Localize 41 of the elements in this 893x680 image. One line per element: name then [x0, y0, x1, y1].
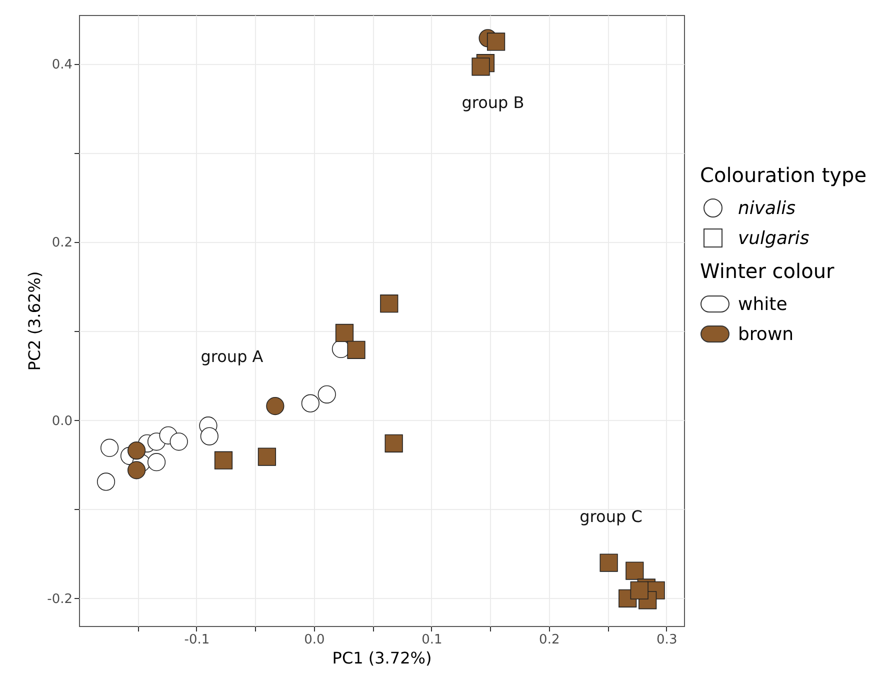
annotation: group C [580, 507, 642, 526]
point [100, 438, 119, 457]
x-tick-label: -0.1 [184, 632, 210, 648]
x-axis-title: PC1 (3.72%) [332, 648, 432, 668]
point [128, 441, 146, 460]
text: Winter colour [700, 259, 834, 283]
annotation: group A [200, 347, 264, 366]
y-tick-label: 0.2 [52, 236, 72, 251]
text: white [738, 294, 788, 314]
y-tick-label: -0.2 [47, 592, 72, 607]
point [147, 453, 166, 472]
y-tick-label: 0.4 [52, 57, 72, 72]
text: vulgaris [738, 228, 810, 248]
annotation: group B [462, 93, 524, 112]
text: Colouration type [700, 163, 866, 187]
point [630, 581, 648, 600]
text: nivalis [738, 198, 796, 218]
point [258, 448, 276, 466]
point [128, 461, 146, 480]
x-tick-label: 0.0 [304, 632, 325, 648]
point [301, 394, 320, 412]
y-tick-label: 0.0 [52, 414, 72, 429]
point [472, 58, 490, 76]
y-axis-title: PC2 (3.62%) [25, 271, 44, 371]
point [318, 385, 336, 404]
point [96, 472, 116, 491]
point [170, 432, 188, 451]
point [384, 434, 403, 452]
point [626, 562, 644, 580]
point [266, 396, 284, 416]
point [200, 427, 218, 446]
point [600, 554, 618, 572]
x-tick-label: 0.1 [422, 632, 442, 648]
x-tick-label: 0.3 [656, 632, 678, 648]
point [486, 32, 506, 51]
x-tick-label: 0.2 [539, 632, 560, 648]
text: brown [738, 324, 794, 344]
point [347, 340, 366, 359]
point [380, 294, 398, 313]
point [214, 451, 233, 470]
point [335, 324, 354, 342]
